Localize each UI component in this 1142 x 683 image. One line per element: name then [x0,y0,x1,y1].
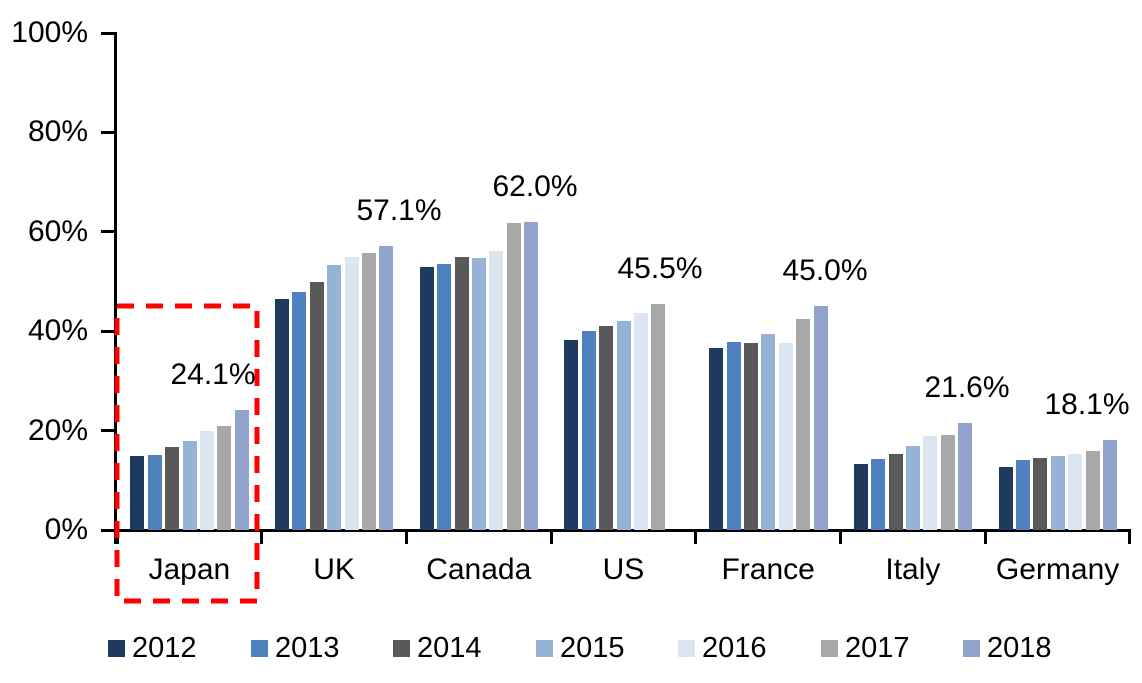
bar-canada-2012 [420,266,434,530]
bar-uk-2014 [310,281,324,530]
bar-germany-2018 [1103,440,1117,530]
legend-swatch-2017 [821,640,838,657]
bar-us-2016 [634,312,648,530]
bar-germany-2015 [1051,456,1065,530]
bar-france-2013 [727,342,741,530]
bar-uk-2018 [379,246,393,530]
legend-label-2014: 2014 [417,632,482,664]
data-label-italy: 21.6% [924,371,1010,404]
bar-us-2013 [582,330,596,530]
bar-japan-2013 [148,455,162,530]
bar-germany-2017 [1086,451,1100,530]
y-axis-tick [101,528,117,532]
bar-italy-2017 [941,434,955,530]
x-axis-tick [839,530,843,544]
y-axis-tick-label: 40% [27,314,88,348]
x-axis-tick [694,530,698,544]
category-label-germany: Germany [995,553,1120,586]
x-axis-tick [1128,530,1132,544]
legend-label-2013: 2013 [275,632,340,664]
data-label-japan: 24.1% [170,358,256,391]
bar-japan-2018 [235,410,249,530]
bar-germany-2013 [1016,459,1030,530]
y-axis-tick-label: 100% [11,16,88,49]
legend-swatch-2015 [536,640,553,657]
category-label-us: US [602,553,645,586]
bar-italy-2013 [871,459,885,530]
x-axis-tick [983,530,987,544]
legend-swatch-2012 [108,640,125,657]
y-axis-tick-label: 60% [27,214,88,248]
legend-swatch-2018 [963,640,980,657]
bar-us-2014 [599,326,613,530]
bar-canada-2013 [437,264,451,530]
bar-france-2014 [744,342,758,530]
bar-canada-2015 [472,258,486,530]
bar-france-2015 [761,333,775,530]
y-axis-tick [101,130,117,134]
bar-japan-2016 [200,430,214,530]
y-axis-tick [101,329,117,333]
category-label-japan: Japan [148,553,231,586]
y-axis-tick [101,230,117,234]
x-axis-line [114,528,1131,532]
y-axis-tick-label: 0% [44,513,88,546]
x-axis-tick [260,530,264,544]
y-axis-tick [101,429,117,433]
bar-germany-2012 [999,467,1013,530]
bar-france-2018 [814,306,828,530]
x-axis-tick [549,530,553,544]
data-label-france: 45.0% [782,254,868,287]
bar-us-2017 [651,303,665,530]
legend-swatch-2013 [251,640,268,657]
bar-italy-2012 [854,463,868,530]
data-label-germany: 18.1% [1044,388,1130,421]
bar-italy-2018 [958,422,972,530]
bar-italy-2016 [923,435,937,530]
bar-japan-2017 [217,425,231,530]
bar-us-2015 [617,320,631,530]
bar-italy-2014 [889,453,903,530]
y-axis-tick-label: 20% [27,413,88,447]
y-axis-line [114,33,117,544]
data-label-canada: 62.0% [492,170,578,203]
bar-germany-2014 [1033,458,1047,530]
y-axis-tick-label: 80% [27,115,88,149]
bar-france-2016 [779,343,793,530]
bar-canada-2017 [507,223,521,530]
bar-uk-2013 [292,292,306,530]
legend-label-2015: 2015 [560,632,625,664]
category-label-canada: Canada [426,553,532,586]
x-axis-tick [404,530,408,544]
bar-italy-2015 [906,446,920,530]
legend-swatch-2016 [678,640,695,657]
bar-japan-2015 [183,441,197,530]
bar-uk-2016 [345,257,359,530]
x-axis-tick [115,530,119,544]
bar-france-2017 [796,319,810,530]
bar-japan-2014 [165,446,179,530]
bar-germany-2016 [1068,454,1082,530]
bar-uk-2017 [362,252,376,530]
data-label-us: 45.5% [617,252,703,285]
data-label-uk: 57.1% [356,194,442,227]
bar-uk-2015 [327,265,341,530]
bar-canada-2018 [524,221,538,530]
y-axis-tick [101,31,117,35]
category-label-uk: UK [313,553,355,586]
legend-label-2018: 2018 [987,632,1052,664]
legend-label-2017: 2017 [845,632,910,664]
bar-canada-2014 [455,256,469,530]
legend-label-2016: 2016 [702,632,767,664]
bar-us-2012 [564,340,578,530]
bar-japan-2012 [130,455,144,530]
legend-label-2012: 2012 [132,632,197,664]
bar-uk-2012 [275,299,289,530]
category-label-italy: Italy [885,553,941,586]
category-label-france: France [721,553,815,586]
legend-swatch-2014 [393,640,410,657]
bar-canada-2016 [489,250,503,530]
bar-france-2012 [709,348,723,530]
